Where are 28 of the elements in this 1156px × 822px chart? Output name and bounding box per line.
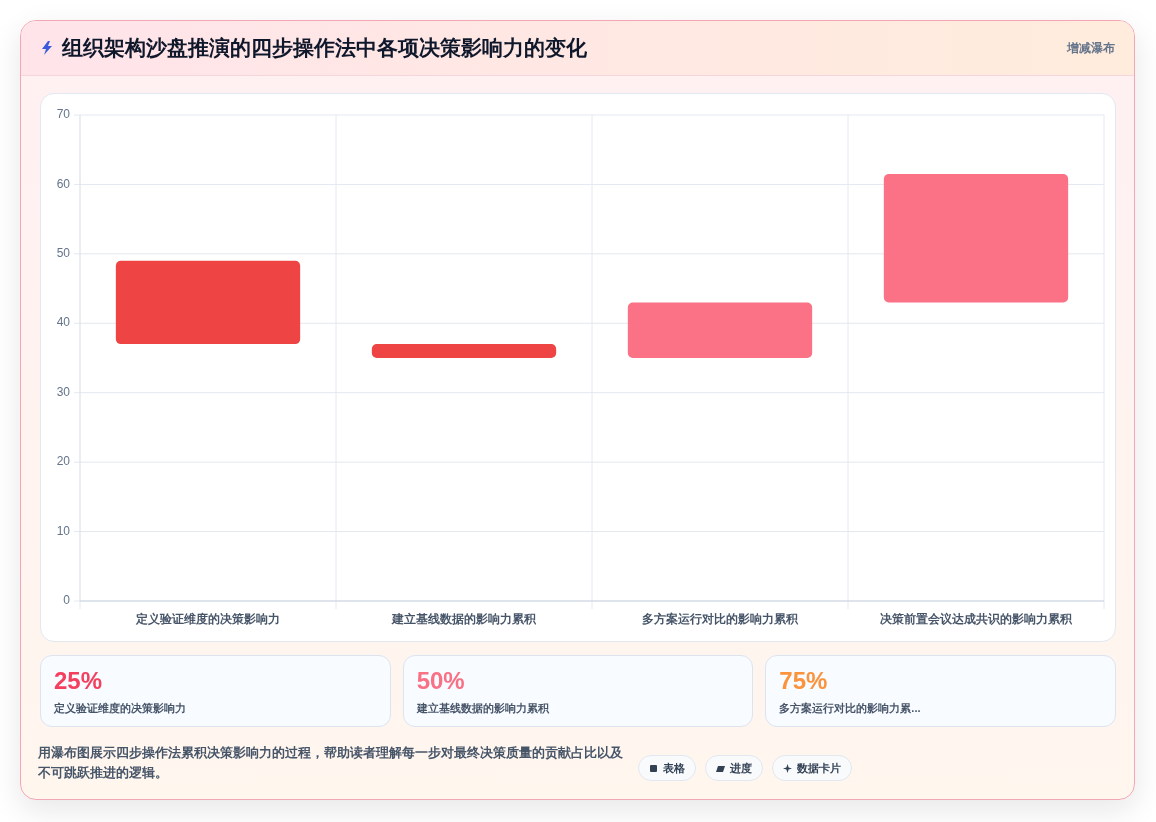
bar	[883, 174, 1069, 303]
x-tick-label: 定义验证维度的决策影响力	[135, 612, 280, 627]
y-tick-label: 30	[56, 384, 71, 399]
category-label: 多方案运行对比的影响力累...	[779, 701, 921, 716]
text: 增减瀑布	[1067, 40, 1115, 57]
bar	[627, 302, 813, 358]
text: 进度	[730, 760, 752, 776]
y-tick-label: 40	[56, 315, 71, 330]
x-tick-label: 多方案运行对比的影响力累积	[642, 612, 799, 627]
x-tick-label: 建立基线数据的影响力累积	[391, 612, 537, 627]
text: 25%	[54, 667, 103, 694]
category-label: 建立基线数据的影响力累积	[416, 701, 549, 716]
text: 表格	[663, 760, 685, 776]
y-tick-label: 10	[56, 523, 71, 538]
y-tick-label: 0	[63, 593, 71, 608]
text: 用瀑布图展示四步操作法累积决策影响力的过程，帮助读者理解每一步对最终决策质量的贡献占比以及不可跳跃推进的逻辑。	[38, 744, 624, 782]
text: 50%	[416, 667, 465, 694]
chart-title: 组织架构沙盘推演的四步操作法中各项决策影响力的变化	[62, 35, 587, 61]
y-tick-label: 60	[56, 176, 71, 191]
y-tick-label: 70	[56, 107, 71, 122]
y-tick-label: 50	[56, 246, 71, 261]
category-label: 定义验证维度的决策影响力	[54, 701, 186, 716]
bar	[371, 344, 557, 358]
text: 75%	[779, 667, 828, 694]
bar	[115, 260, 301, 345]
text: 数据卡片	[797, 760, 841, 776]
x-tick-label: 决策前置会议达成共识的影响力累积	[880, 612, 1073, 627]
y-tick-label: 20	[56, 454, 71, 469]
